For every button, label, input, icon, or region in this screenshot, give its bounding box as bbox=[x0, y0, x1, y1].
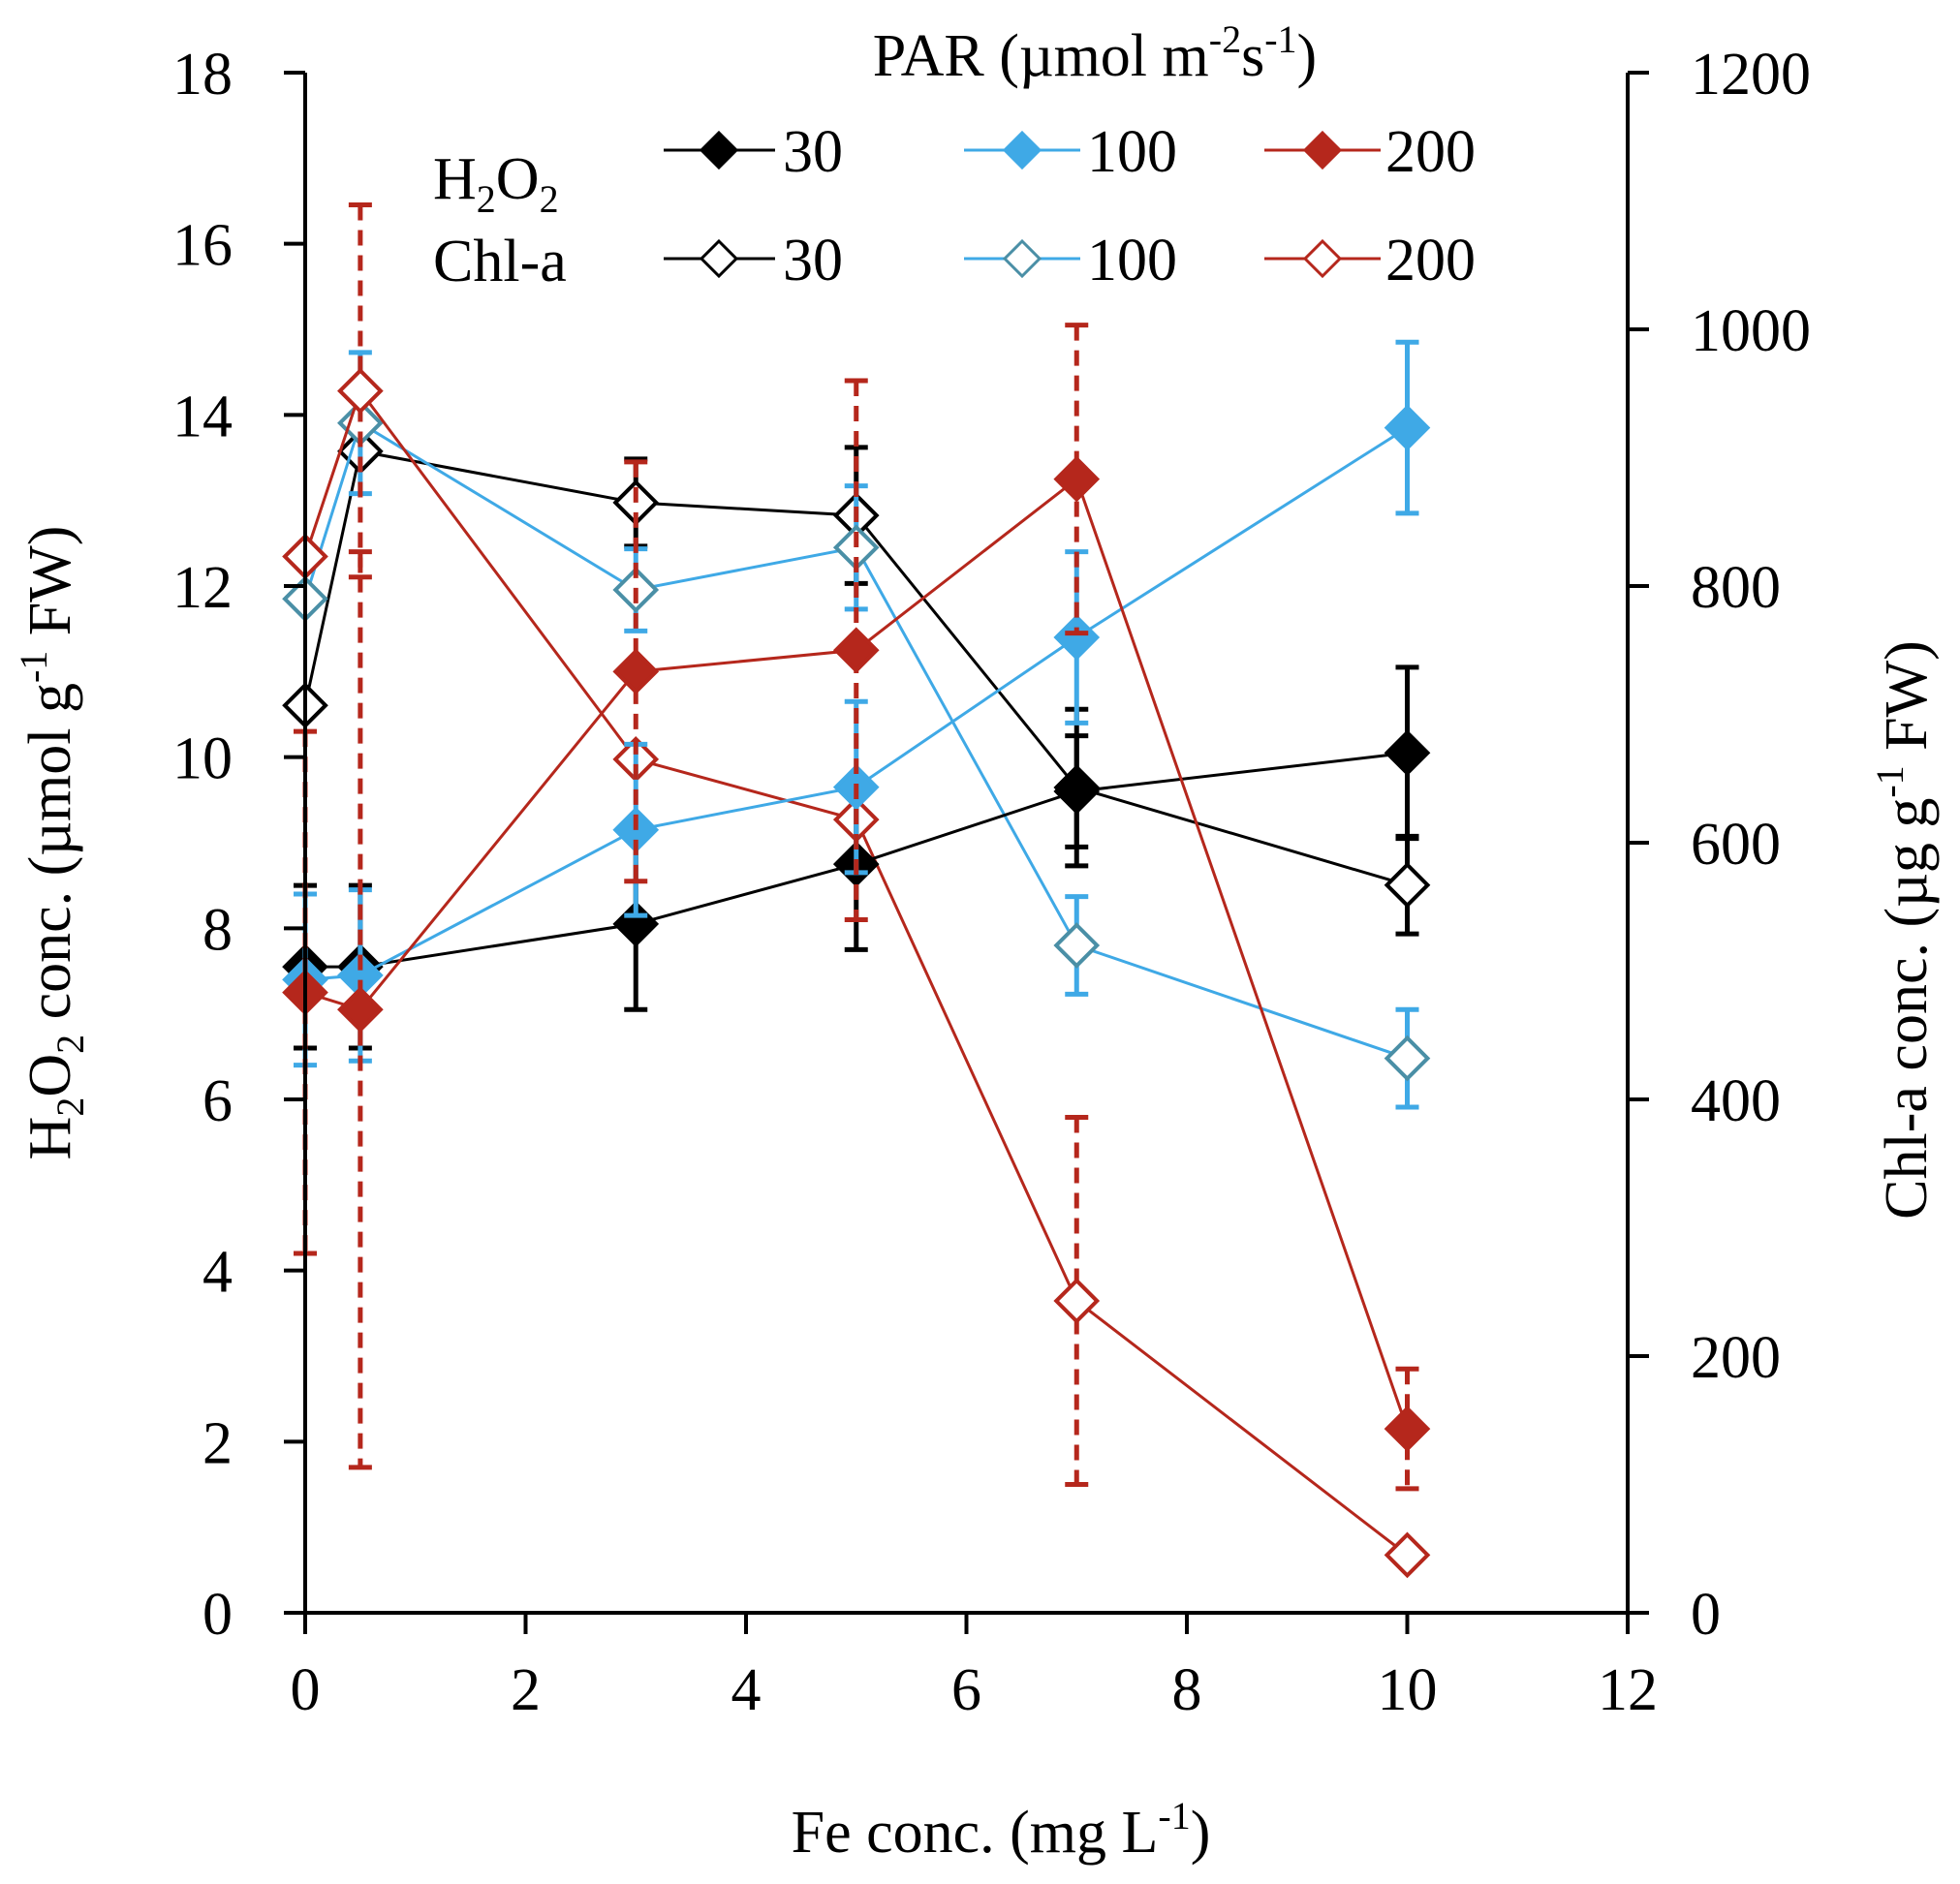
legend-entry-h2o2-200: 200 bbox=[1385, 119, 1476, 185]
y-right-tick-label-0: 0 bbox=[1691, 1582, 1721, 1648]
y-right-tick-label-1: 200 bbox=[1691, 1325, 1781, 1391]
y-axis-left-title: H2O2 conc. (µmol g-1 FW) bbox=[12, 526, 92, 1160]
legend: PAR (µmol m-2s-1) H2O2 Chl-a 30 100 200 … bbox=[433, 17, 1476, 294]
point-chl-a-200-5 bbox=[1384, 1531, 1431, 1579]
x-axis-title: Fe conc. (mg L-1) bbox=[792, 1794, 1211, 1866]
line-chl-a-100 bbox=[303, 420, 1408, 1061]
legend-entry-chla-200: 200 bbox=[1385, 228, 1476, 293]
y-left-tick-label-5: 10 bbox=[172, 726, 233, 792]
y-left-tick-label-3: 6 bbox=[202, 1068, 233, 1134]
x-tick-label-5: 10 bbox=[1378, 1657, 1438, 1723]
y-left-tick-label-0: 0 bbox=[202, 1582, 233, 1648]
x-tick-label-3: 6 bbox=[951, 1657, 981, 1723]
point-h2o2-200-2 bbox=[612, 648, 660, 695]
y-right-tick-label-4: 800 bbox=[1691, 555, 1781, 621]
legend-marker-h2o2-100 bbox=[1002, 130, 1042, 170]
y-left-tick-label-2: 4 bbox=[202, 1240, 233, 1306]
ticks-layer: 0 2 4 6 8 10 12 0 2 4 6 8 10 12 14 16 18 0 200 400 600 800 100… bbox=[172, 42, 1811, 1723]
point-h2o2-200-4 bbox=[1053, 455, 1101, 503]
legend-marker-chla-30 bbox=[699, 238, 739, 279]
point-h2o2-100-4 bbox=[1053, 614, 1101, 661]
point-h2o2-30-5 bbox=[1384, 729, 1431, 777]
point-chl-a-100-4 bbox=[1053, 922, 1101, 969]
x-tick-label-1: 2 bbox=[511, 1657, 541, 1723]
y-left-tick-label-8: 16 bbox=[172, 213, 233, 279]
point-chl-a-30-5 bbox=[1384, 861, 1431, 909]
point-chl-a-200-4 bbox=[1053, 1278, 1101, 1324]
point-h2o2-200-3 bbox=[832, 627, 880, 674]
legend-row-label-chla: Chl-a bbox=[433, 229, 567, 294]
point-h2o2-200-1 bbox=[337, 986, 384, 1034]
point-chl-a-200-1 bbox=[337, 367, 384, 415]
y-right-tick-label-5: 1000 bbox=[1691, 298, 1811, 364]
y-left-tick-label-1: 2 bbox=[202, 1410, 233, 1476]
series-chl-a-30 bbox=[282, 428, 1431, 937]
legend-entry-h2o2-30: 30 bbox=[783, 119, 843, 185]
y-left-tick-label-9: 18 bbox=[172, 42, 233, 108]
legend-marker-chla-100 bbox=[1002, 238, 1042, 279]
x-tick-label-4: 8 bbox=[1172, 1657, 1202, 1723]
point-h2o2-30-4 bbox=[1053, 768, 1101, 815]
axes-layer bbox=[303, 73, 1630, 1615]
legend-marker-h2o2-30 bbox=[699, 130, 739, 170]
point-h2o2-100-5 bbox=[1384, 404, 1431, 451]
x-tick-label-2: 4 bbox=[731, 1657, 762, 1723]
x-tick-label-6: 12 bbox=[1598, 1657, 1658, 1723]
y-left-tick-label-7: 14 bbox=[172, 384, 233, 449]
legend-row-label-h2o2: H2O2 bbox=[433, 146, 559, 221]
marks-layer bbox=[282, 201, 1431, 1579]
y-axis-right-title: Chl-a conc. (µg g-1 FW) bbox=[1868, 640, 1940, 1220]
y-left-tick-label-4: 8 bbox=[202, 897, 233, 963]
y-left-tick-label-6: 12 bbox=[172, 555, 233, 621]
y-right-tick-label-6: 1200 bbox=[1691, 42, 1811, 108]
y-right-tick-label-2: 400 bbox=[1691, 1068, 1781, 1134]
legend-entry-chla-30: 30 bbox=[783, 228, 843, 293]
legend-marker-h2o2-200 bbox=[1302, 130, 1343, 170]
y-right-tick-label-3: 600 bbox=[1691, 812, 1781, 878]
legend-marker-chla-200 bbox=[1302, 238, 1343, 279]
x-tick-label-0: 0 bbox=[291, 1657, 321, 1723]
point-h2o2-200-5 bbox=[1384, 1405, 1431, 1452]
legend-title: PAR (µmol m-2s-1) bbox=[873, 17, 1317, 89]
point-chl-a-100-5 bbox=[1384, 1035, 1431, 1082]
legend-entry-h2o2-100: 100 bbox=[1087, 119, 1177, 185]
line-chl-a-200 bbox=[303, 387, 1409, 1557]
legend-entry-chla-100: 100 bbox=[1087, 228, 1177, 293]
